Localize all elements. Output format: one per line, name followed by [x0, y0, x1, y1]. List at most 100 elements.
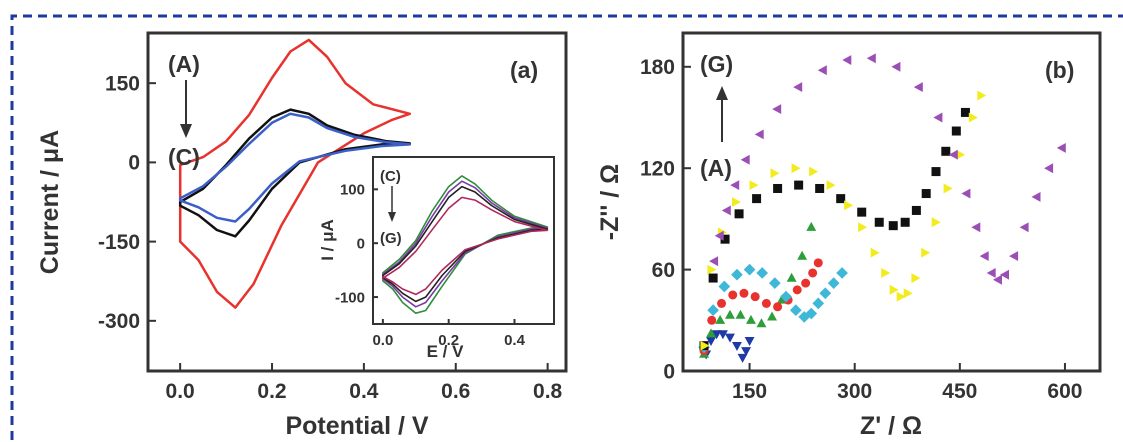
data-point — [707, 264, 717, 275]
data-point — [794, 180, 804, 190]
data-point — [752, 194, 762, 204]
data-point — [881, 268, 891, 278]
data-point — [780, 290, 792, 303]
data-point — [977, 90, 987, 101]
data-point — [746, 314, 756, 324]
data-point — [948, 149, 958, 160]
data-point — [943, 183, 953, 194]
y-tick-label: 0 — [128, 152, 140, 175]
data-point — [888, 221, 898, 231]
data-point — [706, 337, 716, 346]
panel-b-x-axis-label: Z' / Ω — [860, 412, 922, 440]
panel-b-annotation-bottom: (A) — [700, 155, 732, 181]
data-point — [730, 180, 740, 190]
inset-x-axis-label: E / V — [427, 342, 465, 361]
data-point — [801, 278, 811, 288]
data-point — [921, 247, 931, 258]
data-point — [786, 272, 797, 282]
panel-a-label: (a) — [510, 57, 538, 83]
data-point — [836, 194, 846, 204]
data-point — [734, 209, 744, 219]
data-point — [737, 353, 748, 363]
data-point — [797, 250, 808, 260]
x-tick-label: 0.4 — [504, 332, 526, 349]
data-point — [874, 217, 884, 227]
cv-curve — [382, 185, 549, 303]
data-point — [866, 53, 876, 64]
data-point — [941, 146, 951, 156]
x-tick-label: 450 — [942, 380, 977, 403]
data-point — [891, 61, 901, 72]
panel-a-y-axis-label: Current / μA — [36, 130, 64, 274]
inset-y-axis-label: I / μA — [318, 219, 337, 261]
data-point — [911, 273, 921, 283]
x-tick-label: 600 — [1047, 380, 1082, 403]
data-point — [714, 230, 724, 241]
data-point — [749, 180, 759, 190]
y-tick-label: 0 — [663, 360, 675, 383]
data-point — [711, 330, 722, 340]
panel-a-annotation-top: (A) — [168, 51, 200, 77]
data-point — [896, 291, 906, 302]
data-point — [805, 307, 818, 320]
data-point — [1044, 163, 1054, 174]
data-point — [971, 222, 981, 233]
data-point — [741, 347, 751, 357]
data-point — [826, 180, 836, 190]
data-point — [718, 330, 728, 340]
x-tick-label: 150 — [732, 380, 767, 403]
data-point — [870, 247, 880, 258]
x-tick-label: 0.4 — [349, 380, 379, 403]
data-point — [732, 342, 742, 351]
data-point — [813, 258, 823, 268]
y-tick-label: -300 — [98, 310, 140, 333]
data-point — [725, 333, 735, 343]
panel-a-x-axis-label: Potential / V — [285, 412, 428, 440]
data-point — [889, 284, 899, 295]
x-tick-label: 0.6 — [441, 380, 470, 403]
cv-curve — [178, 38, 412, 309]
data-point — [735, 309, 746, 319]
data-point — [725, 309, 735, 319]
inset-frame — [372, 156, 555, 325]
data-point — [913, 82, 923, 92]
y-tick-label: -100 — [335, 289, 365, 306]
data-point — [740, 154, 750, 165]
y-tick-label: 0 — [357, 235, 365, 252]
data-point — [819, 287, 832, 300]
panel-a-annotation-bottom: (C) — [168, 144, 200, 170]
data-point — [754, 129, 764, 140]
data-point — [900, 217, 910, 227]
x-tick-label: 300 — [837, 380, 872, 403]
data-point — [773, 302, 783, 312]
data-point — [756, 318, 767, 328]
data-point — [767, 311, 777, 321]
x-tick-label: 0.0 — [372, 332, 393, 349]
data-point — [706, 328, 716, 338]
x-tick-label: 0.2 — [438, 332, 459, 349]
data-point — [815, 183, 825, 193]
data-point — [770, 168, 780, 179]
data-point — [931, 217, 941, 228]
data-point — [921, 189, 931, 199]
y-tick-label: -150 — [98, 231, 140, 254]
data-point — [761, 298, 771, 308]
panel-b-annotation-top: (G) — [700, 51, 733, 77]
data-point — [715, 314, 726, 324]
data-point — [979, 251, 989, 261]
data-point — [790, 304, 802, 316]
y-tick-label: 120 — [640, 158, 675, 181]
data-point — [857, 207, 867, 217]
data-point — [769, 277, 781, 289]
data-point — [773, 183, 783, 193]
data-point — [817, 65, 827, 76]
data-point — [756, 267, 768, 279]
cv-curve — [178, 112, 412, 223]
data-point — [986, 268, 996, 278]
data-point — [993, 274, 1002, 285]
inset-arrow-head — [388, 212, 396, 222]
data-point — [858, 222, 868, 233]
x-tick-label: 0.2 — [257, 380, 286, 403]
data-point — [1000, 269, 1009, 280]
